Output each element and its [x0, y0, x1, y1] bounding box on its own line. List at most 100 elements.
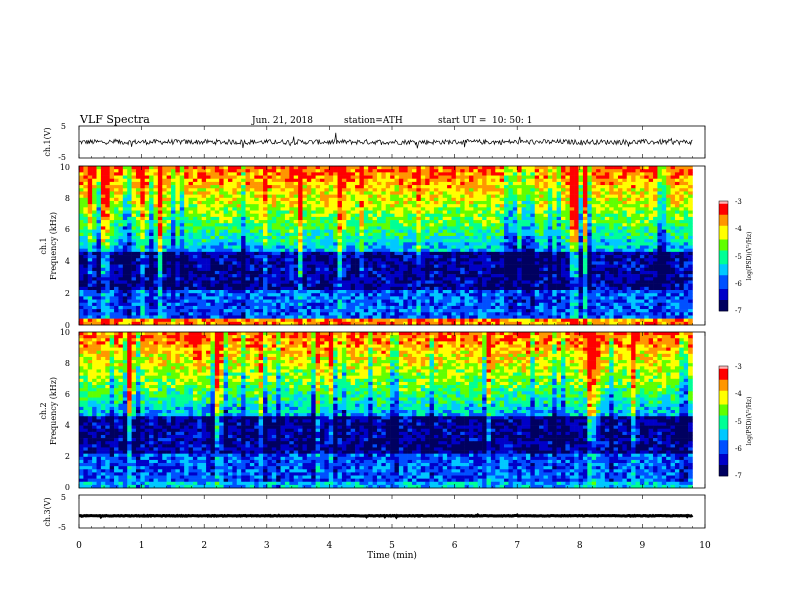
- spec1-cell: [539, 194, 544, 199]
- spec1-cell: [271, 172, 277, 176]
- spec1-cell: [179, 169, 185, 173]
- spec1-cell: [153, 229, 159, 234]
- spec1-cell: [644, 223, 649, 227]
- spec1-cell: [311, 181, 316, 186]
- spec1-cell: [635, 194, 641, 199]
- spec1-cell: [508, 270, 514, 275]
- spec1-cell: [617, 194, 623, 199]
- spec1-cell: [512, 229, 518, 234]
- spec1-cell: [346, 258, 351, 262]
- spec1-cell: [131, 235, 137, 240]
- spec1-cell: [425, 232, 430, 237]
- spec1-cell: [105, 258, 110, 262]
- spec1-cell: [254, 169, 259, 173]
- spec1-cell: [306, 194, 312, 199]
- spec1-cell: [127, 172, 132, 176]
- spec1-cell: [495, 204, 500, 208]
- spec1-cell: [661, 223, 667, 227]
- spec1-cell: [639, 235, 645, 240]
- spec1-cell: [543, 191, 549, 195]
- spec1-cell: [135, 248, 141, 253]
- spec1-cell: [175, 277, 181, 281]
- spec1-cell: [587, 191, 592, 195]
- spec1-cell: [543, 213, 549, 218]
- spec1-cell: [670, 213, 676, 218]
- spec1-cell: [197, 223, 202, 227]
- spec1-cell: [179, 204, 185, 208]
- spec1-cell: [561, 207, 566, 211]
- spec1-cell: [604, 235, 610, 240]
- spec1-cell: [355, 245, 360, 249]
- spec1-cell: [131, 194, 137, 199]
- spec1-cell: [263, 166, 268, 170]
- spec1-cell: [539, 166, 544, 170]
- spec1-cell: [227, 188, 233, 192]
- spec1-cell: [114, 181, 119, 186]
- spec1-cell: [451, 274, 457, 278]
- spec1-cell: [114, 229, 119, 234]
- spec1-cell: [512, 188, 518, 192]
- spec1-cell: [320, 216, 325, 221]
- spec1-cell: [289, 194, 295, 199]
- spec1-cell: [657, 200, 663, 205]
- spec1-cell: [635, 169, 641, 173]
- spec1-cell: [657, 181, 663, 186]
- spec1-cell: [420, 210, 426, 214]
- spec1-cell: [258, 248, 264, 253]
- spec1-cell: [271, 245, 277, 249]
- spec1-cell: [473, 258, 479, 262]
- spec1-cell: [192, 204, 198, 208]
- spec1-cell: [477, 255, 483, 259]
- spec1-cell: [105, 255, 110, 259]
- spec1-cell: [666, 274, 671, 278]
- spec1-cell: [451, 210, 457, 214]
- spec1-cell: [477, 213, 483, 218]
- spec1-cell: [674, 270, 680, 275]
- spec1-cell: [135, 264, 141, 269]
- spec1-cell: [451, 220, 457, 224]
- spec1-cell: [289, 166, 295, 170]
- spec1-cell: [525, 264, 531, 269]
- spec1-cell: [508, 245, 514, 249]
- spec1-cell: [184, 226, 189, 230]
- spec1-cell: [631, 178, 636, 183]
- spec1-cell: [236, 210, 242, 214]
- spec1-cell: [412, 181, 417, 186]
- spec1-cell: [657, 194, 663, 199]
- spec1-cell: [372, 277, 378, 281]
- spec1-cell: [469, 223, 474, 227]
- spec1-cell: [490, 258, 496, 262]
- spec1-cell: [600, 248, 606, 253]
- spec1-cell: [661, 239, 667, 243]
- spec1-cell: [403, 188, 408, 192]
- spec1-cell: [495, 185, 500, 189]
- spec1-cell: [464, 270, 470, 275]
- spec1-cell: [376, 258, 382, 262]
- spec1-cell: [298, 185, 303, 189]
- spec1-cell: [241, 166, 246, 170]
- spec1-cell: [447, 245, 452, 249]
- spec1-cell: [604, 242, 610, 246]
- spec1-cell: [284, 242, 290, 246]
- spec1-cell: [569, 258, 575, 262]
- spec1-cell: [604, 261, 610, 265]
- spec1-cell: [534, 191, 540, 195]
- spec1-cell: [683, 264, 689, 269]
- spec1-cell: [306, 181, 312, 186]
- spec1-cell: [587, 242, 592, 246]
- spec1-cell: [87, 229, 93, 234]
- spec1-cell: [644, 169, 649, 173]
- spec1-cell: [398, 223, 404, 227]
- spec1-cell: [561, 188, 566, 192]
- spec1-cell: [315, 178, 321, 183]
- spec1-cell: [350, 248, 356, 253]
- spec1-cell: [517, 185, 522, 189]
- spec1-cell: [416, 239, 422, 243]
- spec1-cell: [591, 220, 597, 224]
- spec1-cell: [149, 204, 154, 208]
- spec1-cell: [600, 194, 606, 199]
- spec1-cell: [241, 178, 246, 183]
- spec1-cell: [587, 175, 592, 180]
- spec1-cell: [144, 261, 150, 265]
- spec1-cell: [96, 175, 102, 180]
